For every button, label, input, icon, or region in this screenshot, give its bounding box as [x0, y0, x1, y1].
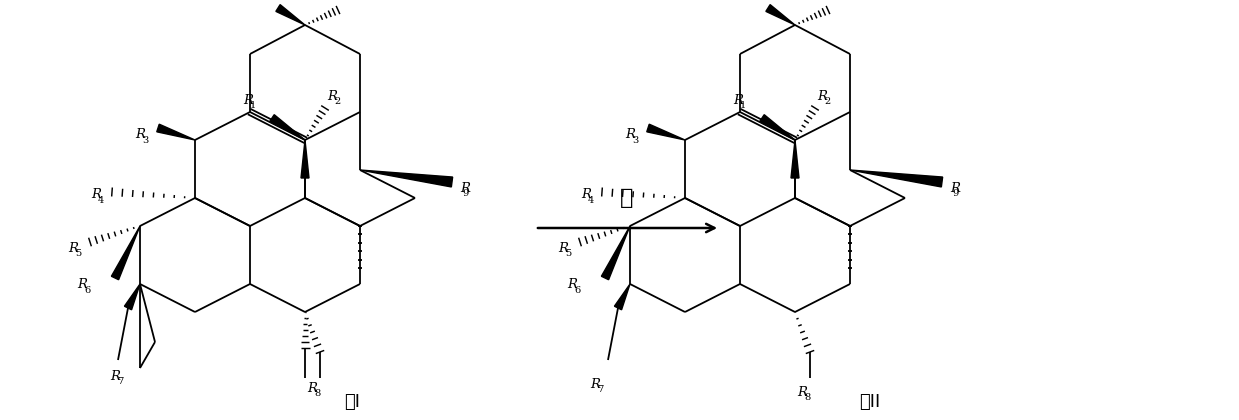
Text: 9: 9 — [952, 189, 958, 198]
Text: 酸: 酸 — [621, 188, 633, 208]
Text: 4: 4 — [589, 196, 595, 205]
Polygon shape — [270, 115, 305, 140]
Text: 9: 9 — [462, 189, 468, 198]
Polygon shape — [766, 5, 795, 25]
Text: R: R — [624, 129, 636, 142]
Text: R: R — [581, 189, 591, 202]
Text: R: R — [243, 94, 253, 107]
Text: 式I: 式I — [344, 393, 361, 411]
Text: R: R — [135, 129, 145, 142]
Text: R: R — [817, 89, 826, 102]
Text: 8: 8 — [804, 393, 810, 402]
Text: R: R — [567, 278, 577, 291]
Polygon shape — [276, 5, 305, 25]
Polygon shape — [301, 140, 309, 178]
Polygon shape — [361, 170, 452, 187]
Text: R: R — [90, 189, 102, 202]
Polygon shape — [157, 124, 195, 140]
Text: 7: 7 — [116, 377, 124, 386]
Text: R: R — [327, 89, 337, 102]
Text: 6: 6 — [84, 286, 90, 295]
Text: R: R — [733, 94, 743, 107]
Text: 4: 4 — [98, 196, 104, 205]
Polygon shape — [647, 124, 685, 140]
Text: 3: 3 — [142, 136, 149, 145]
Text: 2: 2 — [824, 97, 830, 106]
Polygon shape — [790, 140, 799, 178]
Polygon shape — [601, 226, 629, 280]
Text: R: R — [797, 386, 807, 399]
Text: 2: 2 — [335, 97, 341, 106]
Text: 8: 8 — [315, 389, 321, 398]
Text: 式II: 式II — [860, 393, 881, 411]
Text: R: R — [68, 241, 78, 255]
Polygon shape — [615, 284, 629, 310]
Polygon shape — [850, 170, 943, 187]
Polygon shape — [124, 284, 140, 310]
Text: R: R — [460, 181, 470, 194]
Polygon shape — [760, 115, 795, 140]
Text: 5: 5 — [565, 249, 571, 258]
Text: R: R — [590, 378, 600, 391]
Text: 1: 1 — [740, 101, 746, 110]
Text: R: R — [950, 181, 960, 194]
Text: R: R — [558, 241, 567, 255]
Text: R: R — [110, 370, 120, 383]
Text: 3: 3 — [632, 136, 638, 145]
Text: 1: 1 — [250, 101, 256, 110]
Polygon shape — [112, 226, 140, 280]
Text: 7: 7 — [597, 385, 603, 394]
Text: 5: 5 — [76, 249, 82, 258]
Text: R: R — [77, 278, 87, 291]
Text: 6: 6 — [574, 286, 580, 295]
Text: R: R — [307, 381, 317, 394]
